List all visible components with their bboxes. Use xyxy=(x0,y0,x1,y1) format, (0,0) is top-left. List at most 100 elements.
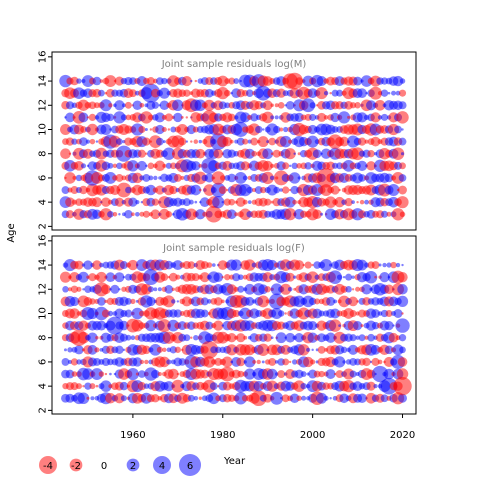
residual-bubble xyxy=(226,188,229,192)
residual-bubble xyxy=(381,113,389,121)
residual-bubble xyxy=(83,260,93,270)
residual-bubble xyxy=(284,312,287,315)
residual-bubble xyxy=(307,332,318,343)
residual-bubble xyxy=(198,396,203,400)
residual-bubble xyxy=(211,171,225,185)
residual-bubble xyxy=(159,100,170,111)
residual-bubble xyxy=(76,359,82,365)
residual-bubble xyxy=(199,188,202,192)
residual-bubble xyxy=(173,112,183,123)
residual-bubble xyxy=(194,99,207,112)
residual-bubble xyxy=(306,271,319,283)
residual-bubble xyxy=(119,320,129,331)
residual-bubble xyxy=(396,111,409,124)
residual-bubble xyxy=(260,186,267,194)
residual-bubble xyxy=(190,336,193,339)
residual-bubble xyxy=(145,152,148,155)
residual-bubble xyxy=(271,307,283,320)
residual-bubble xyxy=(175,274,181,280)
y-tick-label: 2 xyxy=(38,223,49,229)
residual-bubble xyxy=(132,172,143,184)
residual-bubble xyxy=(89,138,96,145)
residual-bubble xyxy=(401,128,404,131)
residual-bubble xyxy=(132,357,143,367)
residual-bubble xyxy=(237,274,244,281)
residual-bubble xyxy=(396,295,409,308)
residual-bubble xyxy=(384,345,394,355)
residual-bubble xyxy=(265,299,270,304)
residual-bubble xyxy=(157,319,171,333)
residual-bubble xyxy=(136,160,147,171)
residual-bubble xyxy=(93,102,100,109)
residual-bubble xyxy=(121,286,127,292)
residual-bubble xyxy=(94,347,100,353)
residual-bubble xyxy=(262,272,273,283)
residual-bubble xyxy=(289,393,300,404)
residual-bubble xyxy=(266,380,278,392)
residual-bubble xyxy=(263,393,273,403)
residual-bubble xyxy=(198,163,203,168)
residual-bubble xyxy=(114,393,125,404)
residual-bubble xyxy=(71,138,78,145)
residual-bubble xyxy=(339,136,350,147)
residual-bubble xyxy=(106,113,115,122)
residual-bubble xyxy=(316,76,327,87)
residual-bubble xyxy=(285,332,296,343)
residual-bubble xyxy=(330,185,340,195)
residual-bubble xyxy=(78,320,89,331)
residual-bubble xyxy=(309,113,317,121)
residual-bubble xyxy=(398,174,407,182)
residual-bubble xyxy=(112,163,118,169)
residual-bubble xyxy=(183,334,191,342)
residual-bubble xyxy=(338,188,341,192)
residual-bubble xyxy=(244,283,256,295)
residual-bubble xyxy=(307,124,318,135)
residual-bubble xyxy=(154,112,165,123)
residual-bubble xyxy=(288,360,292,364)
residual-bubble xyxy=(338,324,341,327)
residual-bubble xyxy=(367,150,375,158)
residual-bubble xyxy=(371,321,380,330)
residual-bubble xyxy=(386,262,392,268)
residual-bubble xyxy=(139,211,145,217)
residual-bubble xyxy=(242,175,248,181)
residual-bubble xyxy=(79,137,88,146)
residual-bubble xyxy=(162,140,166,144)
residual-bubble xyxy=(170,126,177,133)
residual-bubble xyxy=(147,162,155,170)
residual-bubble xyxy=(146,77,155,86)
residual-bubble xyxy=(180,175,185,180)
residual-bubble xyxy=(233,122,249,137)
residual-bubble xyxy=(399,78,406,84)
residual-bubble xyxy=(296,163,302,169)
residual-bubble xyxy=(233,78,240,84)
residual-bubble xyxy=(222,381,232,391)
residual-bubble xyxy=(115,174,124,182)
residual-bubble xyxy=(142,345,151,355)
residual-bubble xyxy=(186,124,196,135)
residual-bubble xyxy=(349,370,357,378)
residual-bubble xyxy=(349,309,357,318)
residual-bubble xyxy=(87,344,98,355)
residual-bubble xyxy=(356,200,359,204)
residual-bubble xyxy=(70,285,79,293)
residual-bubble xyxy=(107,310,114,317)
residual-bubble xyxy=(118,288,121,291)
y-tick-label: 12 xyxy=(38,283,49,296)
residual-bubble xyxy=(401,263,404,267)
residual-bubble xyxy=(135,211,140,217)
residual-bubble xyxy=(387,184,400,197)
residual-bubble xyxy=(101,284,111,295)
residual-bubble xyxy=(121,103,126,108)
residual-bubble xyxy=(213,272,224,282)
residual-bubble xyxy=(178,358,187,366)
residual-bubble xyxy=(239,183,252,197)
residual-bubble xyxy=(384,321,394,331)
y-tick-label: 10 xyxy=(38,307,49,320)
residual-bubble xyxy=(397,284,408,295)
residual-bubble xyxy=(215,346,222,354)
residual-bubble xyxy=(99,79,104,83)
residual-bubble xyxy=(257,136,269,148)
residual-bubble xyxy=(217,260,228,270)
residual-bubble xyxy=(294,369,304,379)
